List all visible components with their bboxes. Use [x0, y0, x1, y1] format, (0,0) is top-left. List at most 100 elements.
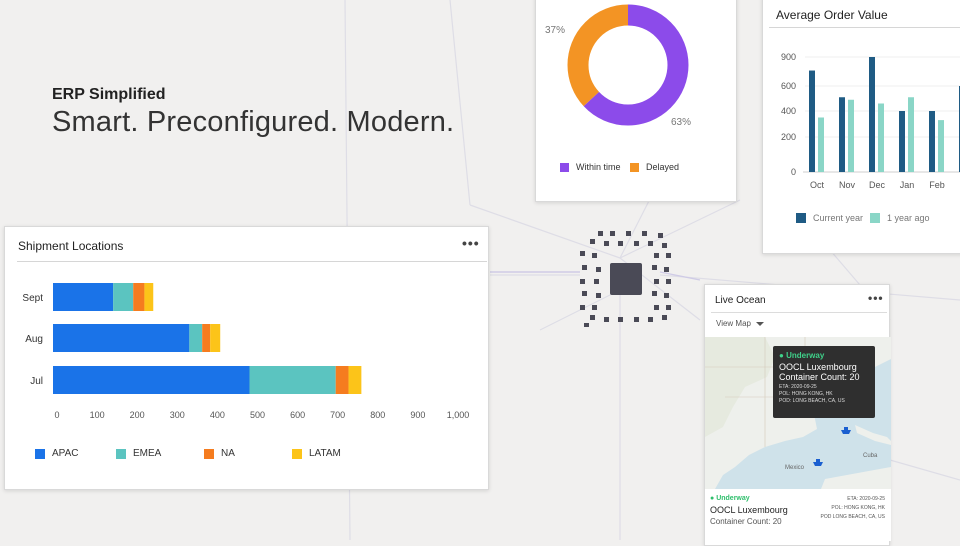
tooltip-eta: ETA: 2020-09-25 — [779, 384, 817, 390]
bar-apac[interactable] — [53, 283, 114, 311]
shipment-card-divider — [17, 261, 487, 262]
x-tick-label: 600 — [290, 410, 305, 420]
donut-slice-delayed[interactable] — [567, 4, 689, 126]
bar-year-ago[interactable] — [818, 117, 824, 173]
status-dot-icon: ● — [779, 351, 787, 360]
bar-current-year[interactable] — [929, 111, 935, 172]
bar-year-ago[interactable] — [848, 99, 854, 172]
bar-current-year[interactable] — [839, 97, 845, 172]
x-tick-label: Jan — [900, 180, 915, 190]
tooltip-status: ● Underway — [779, 351, 869, 360]
chip-pad — [582, 291, 587, 296]
chip-pad — [594, 279, 599, 284]
x-tick-label: Dec — [869, 180, 886, 190]
chip-pad — [584, 323, 589, 327]
chip-pad — [590, 315, 595, 320]
shipment-locations-card: Shipment Locations ••• Sept Aug Jul 0 100 200… — [4, 226, 489, 490]
chip-pad — [664, 267, 669, 272]
chip-pad — [654, 305, 659, 310]
x-tick-label: Oct — [810, 180, 825, 190]
y-tick-label: 200 — [781, 132, 796, 142]
legend-current-label: Current year — [813, 213, 864, 223]
bar-current-year[interactable] — [899, 111, 905, 172]
chip-pad — [580, 305, 585, 310]
chip-pad — [598, 231, 603, 236]
bar-na[interactable] — [133, 283, 145, 311]
shipment-more-menu[interactable]: ••• — [462, 235, 480, 251]
chip-pad — [662, 243, 667, 248]
bar-apac[interactable] — [53, 366, 250, 394]
x-tick-label: 300 — [170, 410, 185, 420]
chevron-down-icon — [755, 321, 764, 326]
bar-emea[interactable] — [113, 283, 134, 311]
chip-pad — [652, 265, 657, 270]
view-map-dropdown[interactable]: View Map — [716, 319, 764, 328]
legend-within-label: Within time — [576, 162, 621, 172]
chip-pad — [662, 315, 667, 320]
x-tick-label: 100 — [90, 410, 105, 420]
legend-year-ago-swatch — [870, 213, 880, 223]
chip-pad — [652, 291, 657, 296]
legend-year-ago-label: 1 year ago — [887, 213, 930, 223]
y-tick-label: 0 — [791, 167, 796, 177]
legend-apac-label: APAC — [52, 448, 79, 459]
chip-pad — [666, 253, 671, 258]
y-tick-label: 600 — [781, 81, 796, 91]
x-tick-label: 800 — [370, 410, 385, 420]
bar-year-ago[interactable] — [878, 103, 884, 173]
detail-pod: POD LONG BEACH, CA, US — [820, 514, 885, 520]
bar-na[interactable] — [202, 324, 211, 352]
live-ocean-card: Live Ocean ••• View Map Mexico Cuba — [704, 284, 891, 546]
legend-latam-label: LATAM — [309, 448, 341, 459]
legend-apac-swatch — [35, 448, 45, 459]
legend-na-swatch — [204, 448, 214, 459]
bar-current-year[interactable] — [809, 70, 815, 172]
bar-latam[interactable] — [144, 283, 154, 311]
bar-current-year[interactable] — [869, 57, 875, 172]
chip-pad — [580, 279, 585, 284]
chip-pad — [654, 279, 659, 284]
chip-pad — [596, 293, 601, 298]
detail-pol: POL: HONG KONG, HK — [831, 505, 885, 511]
chip-pad — [642, 231, 647, 236]
bar-na[interactable] — [335, 366, 349, 394]
ship-marker-icon-2[interactable] — [812, 459, 824, 467]
ocean-more-menu[interactable]: ••• — [868, 291, 884, 305]
donut-label-delayed: 37% — [545, 25, 566, 36]
vessel-detail-pane[interactable]: ● Underway OOCL Luxembourg Container Cou… — [705, 489, 891, 541]
legend-current-year: Current year — [796, 213, 863, 223]
aov-card-divider — [769, 27, 960, 28]
ship-marker-icon[interactable] — [840, 427, 852, 435]
category-label: Aug — [25, 334, 43, 345]
tooltip-status-label: Underway — [786, 351, 825, 360]
donut-label-within: 63% — [671, 117, 692, 128]
tooltip-count: Container Count: 20 — [779, 372, 860, 382]
on-time-delivery-card: 37% 63% Within time Delayed — [535, 0, 737, 202]
bar-emea[interactable] — [189, 324, 203, 352]
category-label: Sept — [22, 293, 43, 304]
status-dot-icon: ● — [710, 495, 717, 502]
bar-apac[interactable] — [53, 324, 190, 352]
hero: ERP Simplified Smart. Preconfigured. Mod… — [52, 86, 454, 139]
bar-latam[interactable] — [210, 324, 221, 352]
hero-brand: ERP Simplified — [52, 86, 166, 103]
legend-within-time: Within time — [560, 162, 621, 172]
x-tick-label: Feb — [929, 180, 945, 190]
y-tick-label: 900 — [781, 52, 796, 62]
bar-year-ago[interactable] — [938, 120, 944, 172]
chip-pad — [580, 251, 585, 256]
x-tick-label: 200 — [130, 410, 145, 420]
bar-latam[interactable] — [348, 366, 362, 394]
legend-na-label: NA — [221, 448, 235, 459]
chip-icon — [580, 231, 671, 327]
legend-emea-label: EMEA — [133, 448, 162, 459]
legend-latam: LATAM — [292, 448, 341, 459]
chip-pad — [666, 305, 671, 310]
donut-chart — [567, 4, 689, 126]
aov-chart: 9006004002000OctNovDecJanFebM — [781, 52, 960, 190]
shipment-chart: Sept Aug Jul 0 100 200 300 400 500 600 700 800 900 1,… — [22, 283, 469, 420]
average-order-value-card: Average Order Value 900 600 400 200 0 Oct Nov D… — [762, 0, 960, 254]
tooltip-vessel: OOCL Luxembourg — [779, 362, 857, 372]
bar-year-ago[interactable] — [908, 97, 914, 172]
bar-emea[interactable] — [249, 366, 336, 394]
